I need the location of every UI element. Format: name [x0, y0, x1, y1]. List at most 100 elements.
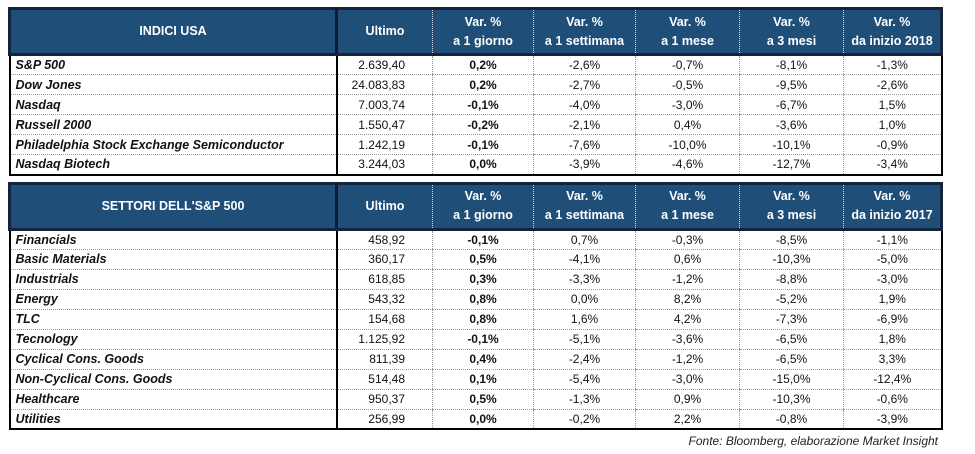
column-header: Var. % a 1 giorno [432, 7, 534, 56]
var-value: 0,7% [533, 228, 636, 250]
column-header: Var. % a 1 settimana [533, 181, 636, 231]
var-value: 0,1% [432, 369, 534, 390]
var-value: 0,4% [635, 114, 740, 135]
var-value: 0,0% [533, 289, 636, 310]
var-value: -3,9% [533, 154, 636, 176]
var-value: -2,6% [843, 74, 943, 95]
var-value: -6,5% [739, 349, 844, 370]
var-value: -6,9% [843, 309, 943, 330]
ultimo-value: 7.003,74 [336, 94, 433, 115]
var-value: -0,3% [635, 228, 740, 250]
source-note: Fonte: Bloomberg, elaborazione Market In… [688, 434, 938, 448]
row-label: S&P 500 [8, 53, 338, 75]
var-value: -3,6% [739, 114, 844, 135]
column-header: Ultimo [336, 181, 433, 231]
var-value: 1,9% [843, 289, 943, 310]
table-row: Russell 2000 1.550,47 -0,2% -2,1% 0,4% -3,6% 1… [8, 114, 943, 135]
indici-usa-header: INDICI USA Ultimo Var. % a 1 giorno Var. % … [8, 7, 943, 56]
var-value: -0,1% [432, 228, 534, 250]
settori-sp500-header: SETTORI DELL'S&P 500 Ultimo Var. % a 1 gio… [8, 181, 943, 231]
row-label: Dow Jones [8, 74, 338, 95]
row-label: Philadelphia Stock Exchange Semiconducto… [8, 134, 338, 155]
table-row: Tecnology 1.125,92 -0,1% -5,1% -3,6% -6,5% 1,8… [8, 329, 943, 350]
table-row: Energy 543,32 0,8% 0,0% 8,2% -5,2% 1,9% [8, 289, 943, 310]
var-value: -0,2% [533, 409, 636, 430]
ultimo-value: 543,32 [336, 289, 433, 310]
table-row: Utilities 256,99 0,0% -0,2% 2,2% -0,8% -3,9% [8, 409, 943, 430]
indici-usa-body: S&P 500 2.639,40 0,2% -2,6% -0,7% -8,1% -1,3% D… [8, 53, 943, 176]
var-value: -0,1% [432, 94, 534, 115]
column-header: Var. % da inizio 2017 [843, 181, 943, 231]
var-value: 0,5% [432, 249, 534, 270]
indici-usa-table: INDICI USA Ultimo Var. % a 1 giorno Var. % … [8, 7, 943, 176]
var-value: 0,8% [432, 289, 534, 310]
table-row: TLC 154,68 0,8% 1,6% 4,2% -7,3% -6,9% [8, 309, 943, 330]
table-row: Industrials 618,85 0,3% -3,3% -1,2% -8,8% -3,0… [8, 269, 943, 290]
column-header: Var. % a 1 giorno [432, 181, 534, 231]
var-value: -1,2% [635, 269, 740, 290]
ultimo-value: 256,99 [336, 409, 433, 430]
var-value: -5,0% [843, 249, 943, 270]
var-value: -7,3% [739, 309, 844, 330]
column-header: Ultimo [336, 7, 433, 56]
row-label: Energy [8, 289, 338, 310]
var-value: 0,8% [432, 309, 534, 330]
var-value: -10,1% [739, 134, 844, 155]
var-value: 3,3% [843, 349, 943, 370]
var-value: -2,7% [533, 74, 636, 95]
var-value: -3,9% [843, 409, 943, 430]
var-value: 8,2% [635, 289, 740, 310]
table-row: Basic Materials 360,17 0,5% -4,1% 0,6% -10,3%… [8, 249, 943, 270]
var-value: -3,0% [635, 369, 740, 390]
var-value: -8,8% [739, 269, 844, 290]
row-label: Healthcare [8, 389, 338, 410]
var-value: 0,5% [432, 389, 534, 410]
row-label: Industrials [8, 269, 338, 290]
ultimo-value: 3.244,03 [336, 154, 433, 176]
table-row: S&P 500 2.639,40 0,2% -2,6% -0,7% -8,1% -1,3% [8, 53, 943, 75]
ultimo-value: 24.083,83 [336, 74, 433, 95]
var-value: -9,5% [739, 74, 844, 95]
column-header: Var. % a 3 mesi [739, 7, 844, 56]
table-row: Healthcare 950,37 0,5% -1,3% 0,9% -10,3% -0,6% [8, 389, 943, 410]
ultimo-value: 514,48 [336, 369, 433, 390]
var-value: 0,3% [432, 269, 534, 290]
column-header: Var. % a 1 mese [635, 181, 740, 231]
column-header: Var. % a 3 mesi [739, 181, 844, 231]
table-row: Non-Cyclical Cons. Goods 514,48 0,1% -5,4% -… [8, 369, 943, 390]
table-row: Dow Jones 24.083,83 0,2% -2,7% -0,5% -9,5% -2,… [8, 74, 943, 95]
row-label: Nasdaq [8, 94, 338, 115]
var-value: -4,0% [533, 94, 636, 115]
var-value: -3,3% [533, 269, 636, 290]
ultimo-value: 811,39 [336, 349, 433, 370]
var-value: -1,2% [635, 349, 740, 370]
var-value: -0,9% [843, 134, 943, 155]
column-header: Var. % da inizio 2018 [843, 7, 943, 56]
var-value: -5,2% [739, 289, 844, 310]
ultimo-value: 1.550,47 [336, 114, 433, 135]
table-title: SETTORI DELL'S&P 500 [8, 181, 338, 231]
column-header: Var. % a 1 mese [635, 7, 740, 56]
table-row: Nasdaq Biotech 3.244,03 0,0% -3,9% -4,6% -12,… [8, 154, 943, 176]
var-value: 1,8% [843, 329, 943, 350]
var-value: 0,4% [432, 349, 534, 370]
var-value: -8,1% [739, 53, 844, 75]
var-value: -0,7% [635, 53, 740, 75]
settori-sp500-table: SETTORI DELL'S&P 500 Ultimo Var. % a 1 gio… [8, 181, 943, 430]
table-row: Philadelphia Stock Exchange Semiconducto… [8, 134, 943, 155]
var-value: -0,6% [843, 389, 943, 410]
var-value: 0,9% [635, 389, 740, 410]
var-value: -6,7% [739, 94, 844, 115]
var-value: -15,0% [739, 369, 844, 390]
var-value: -2,4% [533, 349, 636, 370]
var-value: -3,0% [843, 269, 943, 290]
settori-sp500-body: Financials 458,92 -0,1% 0,7% -0,3% -8,5% -1,1%… [8, 228, 943, 430]
var-value: -4,6% [635, 154, 740, 176]
table-row: Cyclical Cons. Goods 811,39 0,4% -2,4% -1,2%… [8, 349, 943, 370]
var-value: -12,4% [843, 369, 943, 390]
row-label: Non-Cyclical Cons. Goods [8, 369, 338, 390]
ultimo-value: 1.125,92 [336, 329, 433, 350]
var-value: -5,4% [533, 369, 636, 390]
row-label: Utilities [8, 409, 338, 430]
var-value: -0,2% [432, 114, 534, 135]
